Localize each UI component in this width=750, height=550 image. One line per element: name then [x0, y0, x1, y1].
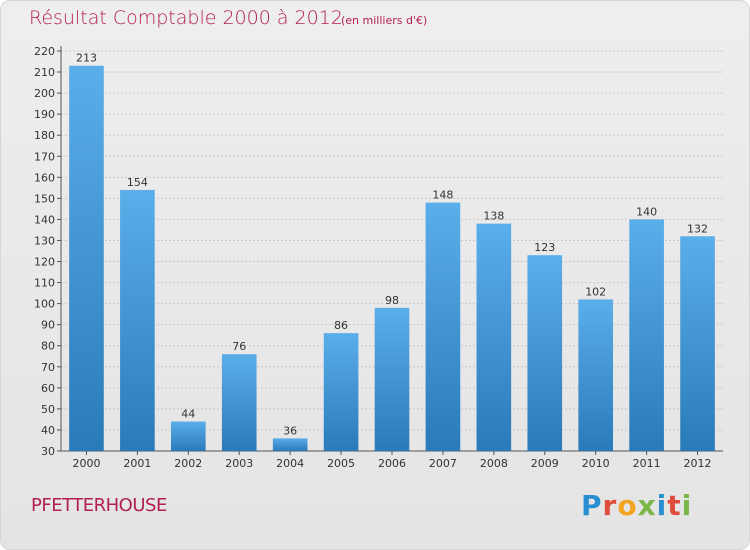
x-tick-label-2007: 2007 — [429, 457, 457, 470]
x-tick-label-2012: 2012 — [684, 457, 712, 470]
bar-2003 — [221, 354, 257, 451]
x-tick-label-2000: 2000 — [72, 457, 100, 470]
bar-2001 — [120, 189, 155, 451]
y-tick-label: 60 — [41, 382, 55, 395]
bar-2008 — [476, 223, 512, 451]
bar-2009 — [527, 255, 563, 451]
x-tick-label-2005: 2005 — [327, 457, 355, 470]
y-tick-label: 70 — [41, 361, 55, 374]
data-label-2011: 140 — [636, 205, 657, 218]
data-label-2004: 36 — [283, 424, 297, 437]
y-tick-label: 120 — [34, 256, 55, 269]
chart-title: Résultat Comptable 2000 à 2012 — [29, 7, 343, 29]
y-tick-label: 100 — [34, 298, 55, 311]
y-tick-label: 90 — [41, 319, 55, 332]
bar-2005 — [323, 333, 359, 451]
x-tick-label-2006: 2006 — [378, 457, 406, 470]
data-label-2002: 44 — [181, 408, 195, 421]
commune-name: PFETTERHOUSE — [31, 495, 167, 516]
data-label-2010: 102 — [585, 285, 606, 298]
x-tick-label-2001: 2001 — [123, 457, 151, 470]
data-label-2009: 123 — [534, 241, 555, 254]
bar-2012 — [680, 236, 715, 451]
data-label-2006: 98 — [385, 294, 399, 307]
bar-2000 — [69, 65, 104, 451]
y-tick-label: 40 — [41, 424, 55, 437]
bar-2006 — [374, 307, 410, 451]
x-tick-label-2009: 2009 — [531, 457, 559, 470]
y-tick-label: 210 — [34, 66, 55, 79]
data-label-2007: 148 — [432, 189, 453, 202]
y-tick-label: 130 — [34, 234, 55, 247]
bar-2004 — [272, 438, 308, 451]
y-tick-labels: 30 40 50 60 70 80 90 100 110 120 130 140 150 160 170 18… — [34, 45, 55, 458]
y-tick-label: 220 — [34, 45, 55, 58]
chart-subtitle: (en milliers d'€) — [341, 14, 428, 27]
y-tick-label: 50 — [41, 403, 55, 416]
data-label-2000: 213 — [76, 52, 97, 65]
y-tick-label: 80 — [41, 340, 55, 353]
bar-2010 — [578, 299, 614, 451]
x-tick-label-2011: 2011 — [633, 457, 661, 470]
data-label-2012: 132 — [687, 222, 708, 235]
y-tick-label: 200 — [34, 87, 55, 100]
y-tick-label: 160 — [34, 171, 55, 184]
data-label-2003: 76 — [232, 340, 246, 353]
data-label-2001: 154 — [127, 176, 148, 189]
x-tick-label-2002: 2002 — [174, 457, 202, 470]
bar-2011 — [629, 219, 664, 451]
x-tick-labels: 2000 2001 2002 2003 2004 2005 2006 2007 2008 2009… — [72, 457, 711, 470]
y-tick-label: 180 — [34, 129, 55, 142]
x-tick-label-2008: 2008 — [480, 457, 508, 470]
data-label-2008: 138 — [483, 210, 504, 223]
bar-2007 — [425, 202, 461, 451]
y-tick-label: 110 — [34, 277, 55, 290]
bars — [69, 65, 715, 451]
bar-2002 — [170, 421, 206, 451]
x-tick-label-2010: 2010 — [582, 457, 610, 470]
data-labels: 213 154 44 76 36 86 98 148 138 123 102 140 132 — [76, 52, 708, 438]
x-tick-label-2004: 2004 — [276, 457, 304, 470]
data-label-2005: 86 — [334, 319, 348, 332]
proxiti-logo: Proxiti — [581, 489, 693, 522]
y-tick-label: 140 — [34, 213, 55, 226]
x-tick-label-2003: 2003 — [225, 457, 253, 470]
y-tick-label: 170 — [34, 150, 55, 163]
y-tick-label: 30 — [41, 445, 55, 458]
y-tick-label: 190 — [34, 108, 55, 121]
y-tick-label: 150 — [34, 192, 55, 205]
